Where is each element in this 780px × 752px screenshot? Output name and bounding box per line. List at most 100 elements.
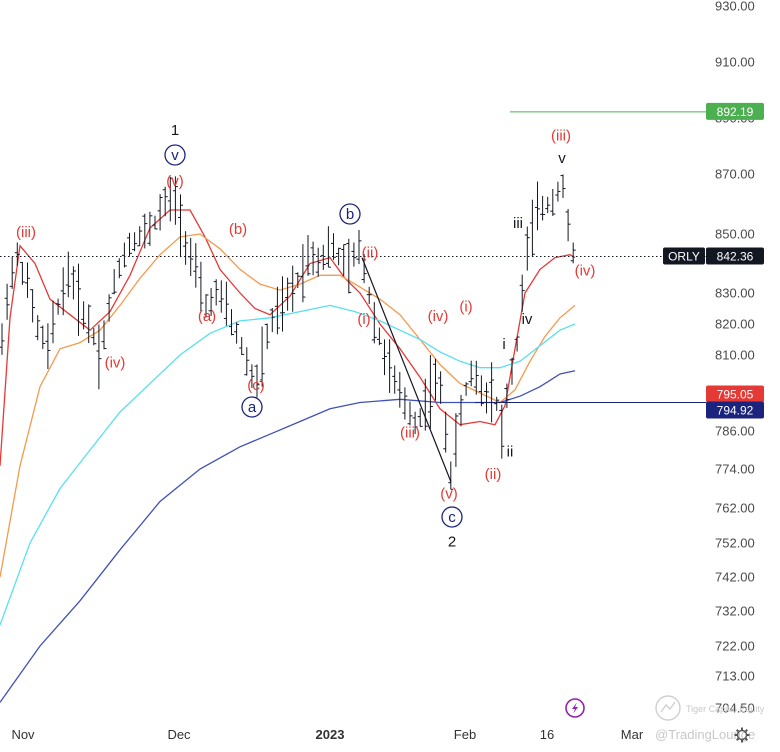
y-tick-label: 820.00 [715, 317, 755, 332]
wave-label: (c) [247, 377, 265, 394]
price-label: 842.36 ORLY [663, 247, 764, 265]
price-bar [310, 241, 316, 276]
wave-label: (i) [357, 311, 370, 328]
price-bar [402, 387, 408, 420]
price-bar [208, 288, 214, 316]
price-bar [25, 262, 30, 298]
y-tick-label: 732.00 [715, 604, 755, 619]
price-bar [550, 188, 556, 216]
y-tick-label: 722.00 [715, 639, 755, 654]
price-bar [514, 336, 520, 352]
price-bar [76, 263, 81, 336]
price-bar [35, 315, 41, 341]
price-bar [494, 396, 500, 411]
price-bar [565, 208, 571, 242]
y-tick-label: 762.00 [715, 501, 755, 516]
wave-circle [241, 396, 263, 418]
price-bar [91, 328, 97, 346]
lightning-icon[interactable] [565, 698, 585, 718]
price-bar [412, 411, 418, 434]
watermark-brand: @TradingLounge [655, 727, 755, 742]
moving-average-line [0, 370, 576, 703]
price-bar [45, 323, 51, 369]
trend-lines[interactable] [361, 257, 452, 483]
price-bar [229, 309, 234, 336]
price-bar [524, 226, 530, 271]
price-bar [407, 401, 413, 426]
trend-line[interactable] [361, 257, 452, 483]
price-bar [86, 304, 92, 344]
price-bar [341, 244, 347, 277]
price-bar [259, 326, 265, 387]
price-bar [50, 300, 56, 344]
price-bar [254, 364, 260, 398]
watermark-faint: Tiger Capital Equity [686, 704, 765, 714]
price-label-box [706, 102, 764, 120]
price-bar [351, 242, 357, 267]
y-tick-label: 742.00 [715, 570, 755, 585]
wave-label: (v) [440, 485, 458, 502]
y-tick-label: 752.00 [715, 536, 755, 551]
wave-label: (a) [198, 308, 216, 325]
price-bar [274, 286, 280, 335]
price-bar [269, 307, 275, 333]
wave-label: b [346, 206, 354, 223]
x-tick-label: 16 [540, 727, 554, 742]
price-bar [127, 232, 132, 257]
price-bar [183, 231, 189, 265]
wave-label: (iii) [400, 424, 420, 441]
price-bar [387, 339, 393, 393]
price-bar [30, 289, 36, 323]
price-bar [178, 194, 183, 258]
wave-label: (iii) [551, 127, 571, 144]
price-bar [14, 242, 20, 266]
price-bar [157, 194, 163, 231]
price-bar [9, 256, 15, 289]
price-bar [392, 365, 398, 394]
price-bar [366, 286, 372, 305]
y-tick-label: 810.00 [715, 348, 755, 363]
wave-label: 1 [171, 122, 179, 139]
price-bar [152, 215, 158, 230]
y-tick-label: 713.00 [715, 669, 755, 684]
price-bar [417, 408, 423, 427]
price-label: 795.05 [706, 385, 764, 403]
price-bar [509, 357, 515, 385]
price-bar [19, 261, 25, 285]
price-bar [448, 461, 454, 490]
x-axis[interactable]: Nov Dec 2023 Feb 16 Mar [11, 727, 643, 742]
wave-label: 2 [448, 533, 456, 550]
price-bar [438, 371, 444, 404]
wave-label: v [171, 147, 179, 164]
price-bar [529, 199, 535, 257]
gear-icon[interactable] [734, 727, 750, 743]
x-tick-label: Dec [167, 727, 191, 742]
price-bar [198, 261, 204, 312]
y-tick-label: 910.00 [715, 55, 755, 70]
price-bar [121, 242, 127, 268]
price-bar [346, 238, 352, 294]
price-bar [239, 336, 245, 355]
price-bar [264, 323, 270, 350]
y-tick-label: 930.00 [715, 0, 755, 14]
price-bar [519, 274, 525, 312]
price-bar [545, 196, 551, 214]
x-tick-label: 2023 [316, 727, 345, 742]
price-bar [478, 375, 484, 407]
price-bar [162, 186, 168, 217]
price-bar [213, 279, 219, 306]
price-bar [280, 276, 285, 332]
wave-annotations: 1 v (v) (iii) (iv) (b) (a) (c) a b (ii) (i) (iv) (iii… [16, 122, 595, 551]
price-bar [499, 404, 505, 459]
wave-label: (iv) [105, 355, 126, 372]
wave-label: (b) [229, 221, 247, 238]
x-tick-label: Feb [454, 727, 476, 742]
price-label: 892.19 [706, 102, 764, 120]
y-tick-label: 850.00 [715, 227, 755, 242]
price-bar [55, 298, 61, 315]
price-bar [188, 237, 194, 277]
price-bar [458, 394, 464, 427]
price-bar [290, 265, 296, 312]
wave-label: i [502, 336, 505, 353]
